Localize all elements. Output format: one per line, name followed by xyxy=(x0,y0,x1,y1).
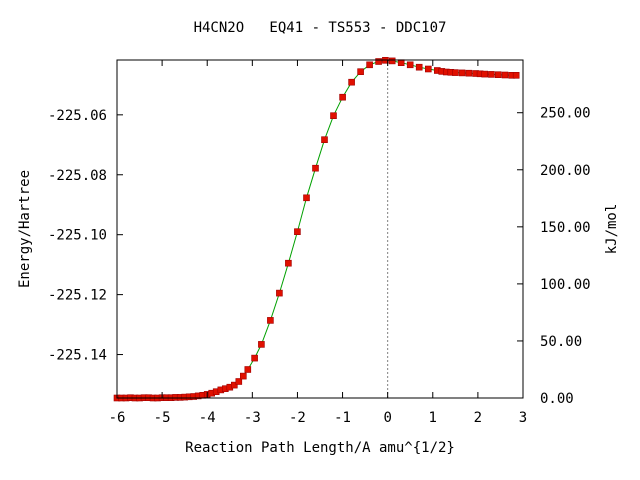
data-point xyxy=(303,194,310,202)
data-point xyxy=(276,289,283,297)
data-point xyxy=(330,112,337,119)
y-tick-label: -225.12 xyxy=(48,288,107,304)
y-tick-label: -225.06 xyxy=(48,108,107,124)
data-point xyxy=(231,381,238,389)
y2-tick-label: 150.00 xyxy=(540,220,591,236)
y2-tick-label: 200.00 xyxy=(540,163,591,179)
y2-tick-label: 50.00 xyxy=(540,334,582,350)
x-tick-label: 3 xyxy=(519,410,527,426)
data-point xyxy=(501,71,509,79)
plot-area xyxy=(113,56,520,402)
x-tick-label: -2 xyxy=(289,410,306,426)
data-point xyxy=(312,164,319,172)
data-point xyxy=(235,378,243,385)
y-tick-label: -225.14 xyxy=(48,348,107,364)
data-point xyxy=(267,317,274,324)
energy-curve xyxy=(117,59,517,399)
plot-frame xyxy=(116,59,524,399)
x-tick-label: -4 xyxy=(199,410,216,426)
data-point xyxy=(451,69,459,76)
x-tick-label: -5 xyxy=(154,410,171,426)
data-point xyxy=(406,61,414,69)
y-axis-left: -225.06 -225.08 -225.10 -225.12 -225.14 xyxy=(48,108,123,364)
data-point xyxy=(240,372,247,380)
data-point xyxy=(388,57,396,65)
data-point xyxy=(481,70,489,78)
y2-tick-label: 250.00 xyxy=(540,106,591,122)
y-axis-label: Energy/Hartree xyxy=(17,170,33,288)
data-point xyxy=(424,65,432,73)
data-point xyxy=(488,71,495,78)
data-point xyxy=(244,366,252,373)
x-tick-label: -3 xyxy=(244,410,261,426)
data-point xyxy=(397,59,405,67)
chart-title: H4CN2O EQ41 - TS553 - DDC107 xyxy=(194,20,447,36)
y2-axis-label: kJ/mol xyxy=(604,204,620,255)
data-point xyxy=(366,61,373,69)
y2-tick-label: 100.00 xyxy=(540,277,591,293)
data-point xyxy=(251,354,258,362)
data-point xyxy=(285,259,292,267)
data-point xyxy=(294,228,301,235)
data-point xyxy=(357,68,364,75)
data-point xyxy=(348,78,355,86)
x-axis-label: Reaction Path Length/A amu^{1/2} xyxy=(185,440,455,456)
data-point xyxy=(258,341,265,348)
y-tick-label: -225.08 xyxy=(48,168,107,184)
x-tick-label: 2 xyxy=(474,410,482,426)
x-tick-label: 0 xyxy=(383,410,391,426)
data-point xyxy=(321,136,328,143)
data-point xyxy=(415,63,423,71)
data-point xyxy=(339,93,346,101)
data-point xyxy=(512,72,520,79)
data-point xyxy=(465,69,473,77)
y-axis-right: 0.00 50.00 100.00 150.00 200.00 250.00 xyxy=(517,106,591,407)
data-point xyxy=(494,71,502,78)
data-point xyxy=(375,58,382,65)
x-axis: -6 -5 -4 -3 -2 -1 0 1 2 3 xyxy=(109,60,527,426)
x-tick-label: 1 xyxy=(429,410,437,426)
x-tick-label: -6 xyxy=(109,410,126,426)
data-point xyxy=(458,69,466,77)
y2-tick-label: 0.00 xyxy=(540,391,574,407)
x-tick-label: -1 xyxy=(334,410,351,426)
y-tick-label: -225.10 xyxy=(48,228,107,244)
